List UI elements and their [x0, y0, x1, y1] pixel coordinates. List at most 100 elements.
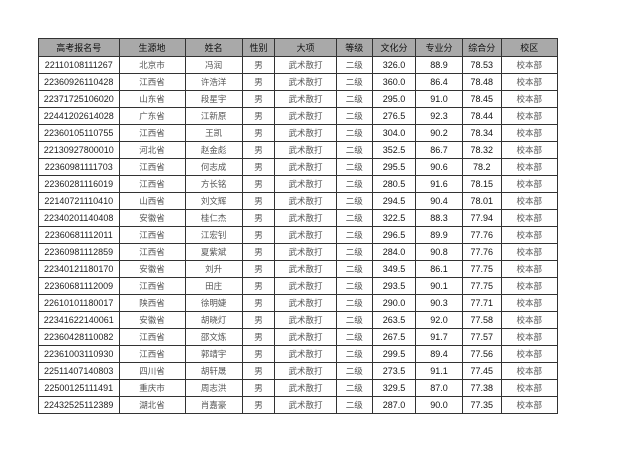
- cell-total-score: 77.94: [462, 209, 502, 227]
- cell-campus: 校本部: [500, 396, 558, 414]
- cell-major-score: 89.9: [415, 226, 464, 244]
- table-row: 22340121180170 安徽省 刘升男武术散打 二级 349.5 86.1 77.75…: [38, 260, 558, 278]
- cell-exam-id: 22500125111491: [38, 379, 120, 397]
- cell-category: 武术散打: [274, 260, 337, 278]
- cell-major-score: 90.2: [415, 124, 464, 142]
- cell-gender: 男: [241, 243, 276, 261]
- header-culture-score: 文化分: [371, 38, 417, 57]
- cell-total-score: 77.38: [462, 379, 502, 397]
- cell-culture-score: 276.5: [371, 107, 417, 125]
- header-total-score: 综合分: [462, 38, 502, 57]
- cell-total-score: 77.75: [462, 260, 502, 278]
- table-row: 22500125111491 重庆市 周志洪男武术散打 二级 329.5 87.0 77.3…: [38, 379, 558, 397]
- table-row: 22110108111267 北京市 冯润男武术散打 二级 326.0 88.9 78.53…: [38, 56, 558, 74]
- cell-major-score: 88.3: [415, 209, 464, 227]
- cell-origin: 河北省: [118, 141, 186, 159]
- cell-name: 段星宇: [184, 90, 243, 108]
- cell-culture-score: 295.5: [371, 158, 417, 176]
- cell-name: 桂仁杰: [184, 209, 243, 227]
- cell-gender: 男: [241, 158, 276, 176]
- cell-gender: 男: [241, 192, 276, 210]
- cell-origin: 江西省: [118, 158, 186, 176]
- cell-name: 夏紫斌: [184, 243, 243, 261]
- cell-culture-score: 284.0: [371, 243, 417, 261]
- cell-gender: 男: [241, 73, 276, 91]
- cell-gender: 男: [241, 209, 276, 227]
- cell-name: 江新原: [184, 107, 243, 125]
- cell-campus: 校本部: [500, 158, 558, 176]
- cell-origin: 山东省: [118, 90, 186, 108]
- table-row: 22361003110930 江西省 郭靖宇男武术散打 二级 299.5 89.4 77.5…: [38, 345, 558, 363]
- header-major-score: 专业分: [415, 38, 464, 57]
- table-row: 22360281116019 江西省 方长铭男武术散打 二级 280.5 91.6 78.1…: [38, 175, 558, 193]
- cell-category: 武术散打: [274, 345, 337, 363]
- cell-name: 胡轩晟: [184, 362, 243, 380]
- cell-exam-id: 22110108111267: [38, 56, 120, 74]
- cell-campus: 校本部: [500, 379, 558, 397]
- cell-gender: 男: [241, 294, 276, 312]
- cell-gender: 男: [241, 277, 276, 295]
- cell-level: 二级: [335, 192, 373, 210]
- cell-level: 二级: [335, 56, 373, 74]
- cell-name: 赵金彪: [184, 141, 243, 159]
- header-name: 姓名: [184, 38, 243, 57]
- cell-total-score: 78.44: [462, 107, 502, 125]
- cell-total-score: 78.45: [462, 90, 502, 108]
- cell-gender: 男: [241, 345, 276, 363]
- cell-category: 武术散打: [274, 90, 337, 108]
- cell-level: 二级: [335, 362, 373, 380]
- cell-gender: 男: [241, 107, 276, 125]
- cell-exam-id: 22341622140061: [38, 311, 120, 329]
- cell-major-score: 90.4: [415, 192, 464, 210]
- cell-culture-score: 293.5: [371, 277, 417, 295]
- cell-name: 周志洪: [184, 379, 243, 397]
- table-row: 22341622140061 安徽省 胡晓灯男武术散打 二级 263.5 92.0 77.5…: [38, 311, 558, 329]
- cell-origin: 江西省: [118, 328, 186, 346]
- cell-campus: 校本部: [500, 243, 558, 261]
- cell-total-score: 78.2: [462, 158, 502, 176]
- cell-exam-id: 22360281116019: [38, 175, 120, 193]
- cell-level: 二级: [335, 260, 373, 278]
- cell-culture-score: 329.5: [371, 379, 417, 397]
- cell-origin: 江西省: [118, 277, 186, 295]
- header-origin: 生源地: [118, 38, 186, 57]
- cell-total-score: 77.57: [462, 328, 502, 346]
- cell-name: 江宏钊: [184, 226, 243, 244]
- cell-exam-id: 22360428110082: [38, 328, 120, 346]
- cell-culture-score: 294.5: [371, 192, 417, 210]
- cell-category: 武术散打: [274, 277, 337, 295]
- cell-total-score: 78.48: [462, 73, 502, 91]
- cell-name: 刘升: [184, 260, 243, 278]
- cell-level: 二级: [335, 311, 373, 329]
- cell-campus: 校本部: [500, 294, 558, 312]
- cell-culture-score: 263.5: [371, 311, 417, 329]
- cell-exam-id: 22360105110755: [38, 124, 120, 142]
- cell-category: 武术散打: [274, 226, 337, 244]
- cell-total-score: 77.75: [462, 277, 502, 295]
- cell-campus: 校本部: [500, 362, 558, 380]
- cell-level: 二级: [335, 158, 373, 176]
- cell-exam-id: 22360681112009: [38, 277, 120, 295]
- cell-major-score: 92.0: [415, 311, 464, 329]
- cell-total-score: 77.76: [462, 243, 502, 261]
- cell-gender: 男: [241, 226, 276, 244]
- cell-category: 武术散打: [274, 294, 337, 312]
- cell-major-score: 90.3: [415, 294, 464, 312]
- cell-campus: 校本部: [500, 311, 558, 329]
- cell-total-score: 77.56: [462, 345, 502, 363]
- table-row: 22441202614028 广东省 江新原男武术散打 二级 276.5 92.3 78.4…: [38, 107, 558, 125]
- cell-origin: 广东省: [118, 107, 186, 125]
- cell-total-score: 78.01: [462, 192, 502, 210]
- cell-category: 武术散打: [274, 311, 337, 329]
- cell-total-score: 77.76: [462, 226, 502, 244]
- cell-gender: 男: [241, 379, 276, 397]
- table-row: 22360428110082 江西省 邵文炼男武术散打 二级 267.5 91.7 77.5…: [38, 328, 558, 346]
- header-category: 大项: [274, 38, 337, 57]
- cell-culture-score: 304.0: [371, 124, 417, 142]
- cell-culture-score: 280.5: [371, 175, 417, 193]
- cell-culture-score: 299.5: [371, 345, 417, 363]
- cell-category: 武术散打: [274, 379, 337, 397]
- cell-name: 徐明婕: [184, 294, 243, 312]
- cell-campus: 校本部: [500, 141, 558, 159]
- cell-campus: 校本部: [500, 277, 558, 295]
